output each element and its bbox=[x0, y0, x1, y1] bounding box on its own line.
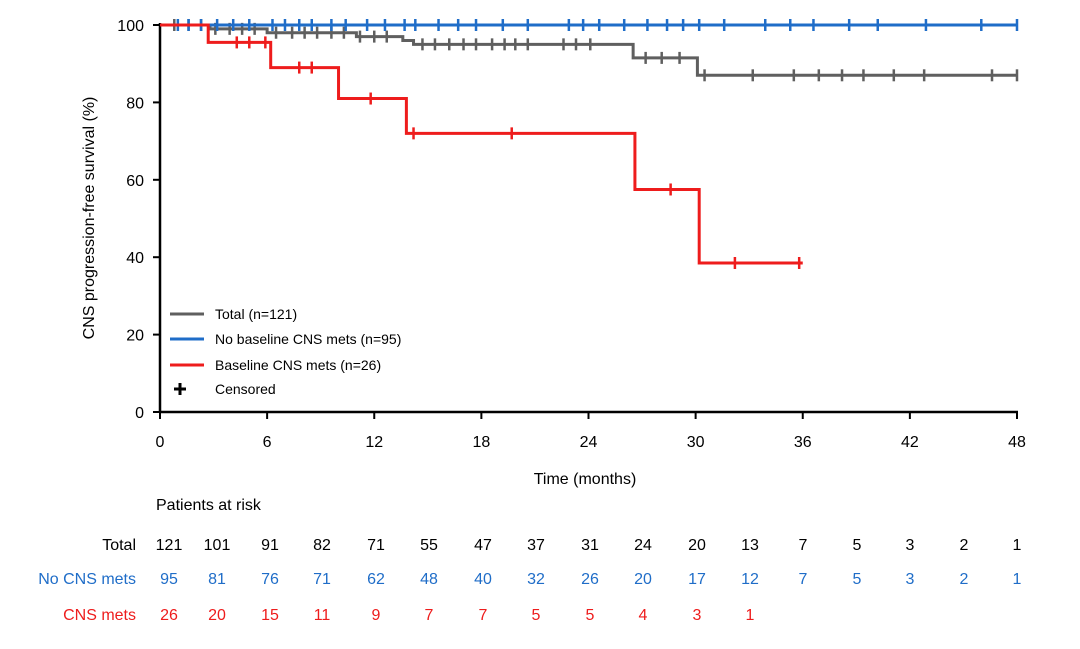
risk-cell: 20 bbox=[634, 571, 652, 588]
risk-cell: 5 bbox=[586, 607, 595, 624]
risk-cell: 12 bbox=[741, 571, 759, 588]
legend-label: Total (n=121) bbox=[215, 306, 297, 322]
risk-row-label: CNS mets bbox=[63, 607, 136, 624]
risk-cell: 82 bbox=[313, 537, 331, 554]
y-axis-label: CNS progression-free survival (%) bbox=[81, 97, 98, 340]
risk-cell: 15 bbox=[261, 607, 279, 624]
x-tick-label: 12 bbox=[365, 434, 383, 451]
survival-curve-total bbox=[160, 23, 1017, 77]
series-no_cns bbox=[160, 19, 1019, 31]
y-tick-label: 100 bbox=[117, 18, 144, 35]
risk-cell: 91 bbox=[261, 537, 279, 554]
y-tick-label: 60 bbox=[126, 173, 144, 190]
risk-cell: 1 bbox=[746, 607, 755, 624]
risk-cell: 121 bbox=[156, 537, 183, 554]
risk-cell: 7 bbox=[799, 537, 808, 554]
risk-cell: 47 bbox=[474, 537, 492, 554]
x-tick-label: 30 bbox=[687, 434, 705, 451]
risk-cell: 71 bbox=[367, 537, 385, 554]
risk-cell: 2 bbox=[960, 537, 969, 554]
risk-cell: 2 bbox=[960, 571, 969, 588]
risk-cell: 24 bbox=[634, 537, 652, 554]
risk-cell: 7 bbox=[799, 571, 808, 588]
y-tick-label: 20 bbox=[126, 328, 144, 345]
x-axis-label: Time (months) bbox=[534, 471, 637, 488]
risk-cell: 9 bbox=[372, 607, 381, 624]
risk-cell: 1 bbox=[1013, 537, 1022, 554]
axes-group: 0 20 40 60 80 100 0 6 12 18 24 30 36 42 48 Time (months… bbox=[81, 18, 1026, 488]
risk-cell: 62 bbox=[367, 571, 385, 588]
risk-cell: 3 bbox=[906, 537, 915, 554]
legend-group: Total (n=121) No baseline CNS mets (n=95)… bbox=[170, 306, 401, 397]
risk-cell: 1 bbox=[1013, 571, 1022, 588]
y-tick-label: 80 bbox=[126, 95, 144, 112]
risk-cell: 31 bbox=[581, 537, 599, 554]
risk-row-label: Total bbox=[102, 537, 136, 554]
risk-cell: 7 bbox=[425, 607, 434, 624]
risk-cell: 48 bbox=[420, 571, 438, 588]
risk-cell: 95 bbox=[160, 571, 178, 588]
survival-curve-cns bbox=[160, 23, 803, 265]
risk-cell: 3 bbox=[906, 571, 915, 588]
risk-cell: 20 bbox=[688, 537, 706, 554]
risk-cell: 20 bbox=[208, 607, 226, 624]
risk-cell: 55 bbox=[420, 537, 438, 554]
x-tick-label: 42 bbox=[901, 434, 919, 451]
series-total bbox=[160, 19, 1019, 82]
risk-cell: 32 bbox=[527, 571, 545, 588]
risk-cell: 5 bbox=[853, 537, 862, 554]
risk-row-label: No CNS mets bbox=[38, 571, 136, 588]
legend-label: No baseline CNS mets (n=95) bbox=[215, 331, 401, 347]
risk-cell: 40 bbox=[474, 571, 492, 588]
x-tick-label: 18 bbox=[472, 434, 490, 451]
x-tick-label: 24 bbox=[580, 434, 598, 451]
y-tick-label: 40 bbox=[126, 250, 144, 267]
risk-cell: 26 bbox=[160, 607, 178, 624]
series-group bbox=[160, 19, 1019, 270]
risk-cell: 76 bbox=[261, 571, 279, 588]
risk-cell: 71 bbox=[313, 571, 331, 588]
risk-cell: 37 bbox=[527, 537, 545, 554]
x-tick-label: 6 bbox=[263, 434, 272, 451]
risk-cell: 3 bbox=[693, 607, 702, 624]
risk-cell: 7 bbox=[479, 607, 488, 624]
series-cns bbox=[160, 23, 803, 270]
risk-cell: 13 bbox=[741, 537, 759, 554]
legend-label: Censored bbox=[215, 381, 276, 397]
risk-cell: 17 bbox=[688, 571, 706, 588]
risk-cell: 11 bbox=[314, 607, 331, 624]
risk-cell: 5 bbox=[853, 571, 862, 588]
risk-cell: 5 bbox=[532, 607, 541, 624]
legend-label: Baseline CNS mets (n=26) bbox=[215, 357, 381, 373]
risk-cell: 81 bbox=[208, 571, 226, 588]
risk-cell: 101 bbox=[204, 537, 231, 554]
risk-cell: 4 bbox=[639, 607, 648, 624]
y-tick-label: 0 bbox=[135, 405, 144, 422]
risk-table-title: Patients at risk bbox=[156, 497, 262, 514]
risk-cell: 26 bbox=[581, 571, 599, 588]
x-tick-label: 0 bbox=[156, 434, 165, 451]
x-tick-label: 36 bbox=[794, 434, 812, 451]
x-tick-label: 48 bbox=[1008, 434, 1026, 451]
